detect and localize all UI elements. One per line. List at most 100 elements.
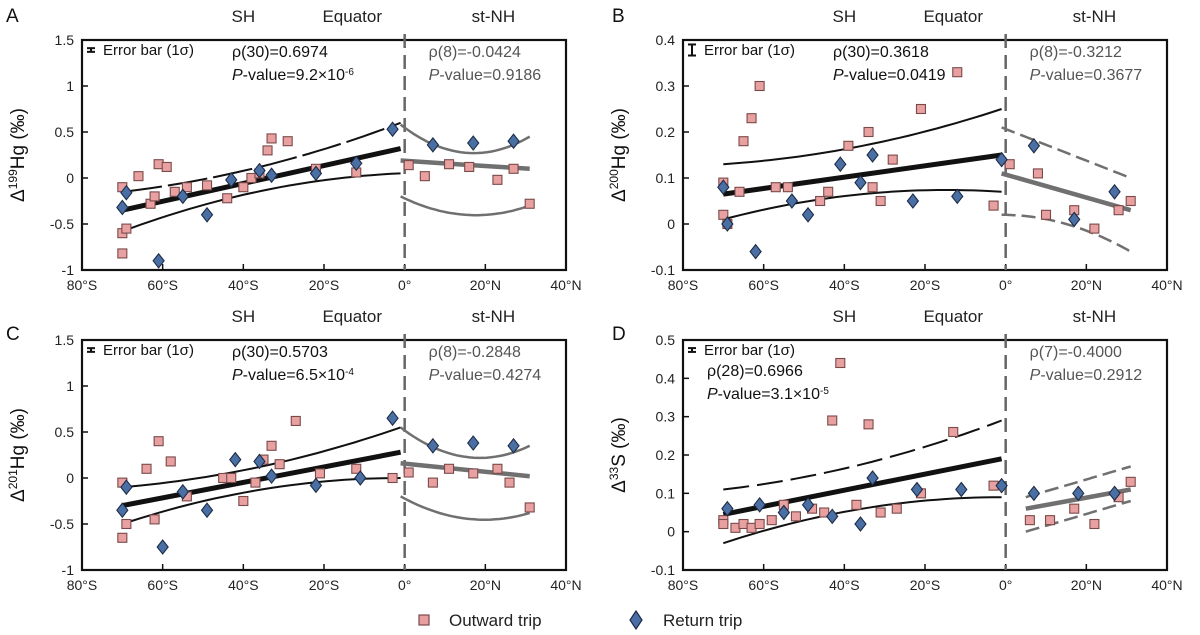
- nh-rho-stat: ρ(8)=-0.3212: [1030, 44, 1122, 61]
- point-outward: [153, 436, 164, 447]
- point-outward: [754, 518, 765, 530]
- nh-rho-stat: ρ(7)=-0.4000: [1030, 344, 1122, 361]
- y-tick-label: 0.1: [656, 170, 676, 186]
- nh-fit-lower: [1025, 499, 1132, 533]
- region-label-sh: SH: [232, 307, 256, 326]
- legend-return-marker: [629, 609, 643, 631]
- x-tick-label: 0°: [999, 277, 1012, 293]
- sh-fit-upper: [723, 419, 1002, 491]
- point-outward: [492, 463, 503, 474]
- point-outward: [121, 223, 132, 234]
- point-outward: [851, 499, 862, 510]
- y-tick-label: 0.5: [55, 124, 75, 140]
- point-outward: [117, 532, 128, 543]
- figure-legend: Outward trip Return trip: [418, 609, 742, 631]
- point-return: [176, 483, 190, 500]
- x-tick-label: 20°N: [1071, 577, 1102, 593]
- point-outward: [815, 195, 826, 207]
- point-outward: [988, 200, 999, 211]
- point-return: [200, 502, 214, 519]
- point-return: [1072, 485, 1085, 502]
- region-label-equator: Equator: [322, 307, 382, 326]
- point-return: [866, 470, 879, 486]
- y-axis-label: Δ201Hg (‰): [6, 408, 29, 502]
- point-return: [225, 171, 238, 188]
- point-return: [721, 216, 734, 232]
- point-outward: [181, 182, 192, 193]
- x-tick-label: 40°S: [829, 277, 860, 293]
- point-outward: [952, 67, 963, 78]
- point-outward: [250, 477, 261, 488]
- x-tick-label: 40°N: [550, 577, 581, 593]
- point-return: [749, 243, 762, 260]
- y-tick-label: 0.5: [656, 332, 676, 348]
- region-label-sh: SH: [232, 7, 256, 26]
- point-return: [426, 136, 440, 153]
- point-outward: [1024, 515, 1035, 526]
- y-axis-label: Δ199Hg (‰): [6, 108, 29, 202]
- sh-p-stat: P-value=9.2×10-6: [232, 67, 354, 85]
- point-return: [801, 206, 815, 223]
- point-return: [253, 453, 266, 470]
- point-return: [906, 193, 920, 209]
- point-outward: [427, 477, 438, 488]
- point-outward: [734, 186, 745, 197]
- point-outward: [863, 419, 874, 430]
- point-return: [1108, 485, 1121, 502]
- nh-fit-lower: [400, 495, 531, 521]
- point-return: [801, 496, 815, 513]
- point-return: [1108, 183, 1121, 200]
- point-outward: [468, 468, 479, 479]
- point-outward: [875, 507, 886, 518]
- point-return: [826, 508, 839, 525]
- region-label-equator: Equator: [322, 7, 382, 26]
- error-bar-label: Error bar (1σ): [103, 342, 194, 359]
- point-outward: [738, 136, 749, 147]
- point-return: [721, 500, 734, 517]
- point-outward: [1089, 223, 1100, 234]
- point-return: [309, 477, 323, 494]
- point-return: [152, 252, 165, 269]
- point-outward: [169, 186, 180, 197]
- point-return: [265, 167, 278, 184]
- x-tick-label: 40°N: [550, 277, 581, 293]
- point-outward: [133, 171, 144, 182]
- nh-rho-stat: ρ(8)=-0.2848: [429, 344, 521, 361]
- y-axis-label: Δ33S (‰): [607, 417, 630, 493]
- y-tick-label: 0: [66, 470, 74, 486]
- point-return: [467, 435, 480, 451]
- panels: A SH Equator st-NH 80°S 60°S 40°S 20°S 0° 20°N 40°…: [6, 6, 1183, 593]
- point-return: [910, 481, 924, 498]
- point-return: [785, 193, 799, 209]
- point-outward: [121, 518, 132, 530]
- y-tick-label: 1.5: [55, 32, 75, 48]
- point-return: [386, 410, 399, 427]
- x-tick-label: 40°S: [829, 577, 860, 593]
- y-tick-label: 0: [667, 524, 675, 540]
- x-tick-label: 0°: [999, 577, 1012, 593]
- point-outward: [165, 456, 176, 467]
- x-tick-label: 20°S: [309, 277, 340, 293]
- point-return: [951, 188, 964, 205]
- x-tick-label: 20°N: [470, 277, 501, 293]
- point-outward: [464, 161, 475, 173]
- point-return: [426, 437, 440, 454]
- sh-p-stat: P-value=0.0419: [833, 67, 946, 84]
- nh-fit-line: [1000, 171, 1132, 213]
- panel-letter: B: [612, 6, 625, 27]
- x-tick-label: 40°S: [228, 277, 259, 293]
- sh-fit-lower: [723, 189, 1002, 221]
- point-return: [116, 502, 129, 519]
- nh-rho-stat: ρ(8)=-0.0424: [429, 44, 521, 61]
- point-return: [854, 516, 867, 532]
- point-outward: [746, 113, 757, 124]
- y-tick-label: 0.2: [656, 447, 676, 463]
- point-return: [120, 184, 133, 201]
- point-return: [176, 188, 190, 205]
- point-outward: [387, 472, 398, 484]
- sh-p-stat: P-value=6.5×10-4: [232, 367, 354, 385]
- point-outward: [238, 182, 249, 193]
- x-tick-label: 0°: [398, 277, 411, 293]
- y-tick-label: 0.5: [55, 424, 75, 440]
